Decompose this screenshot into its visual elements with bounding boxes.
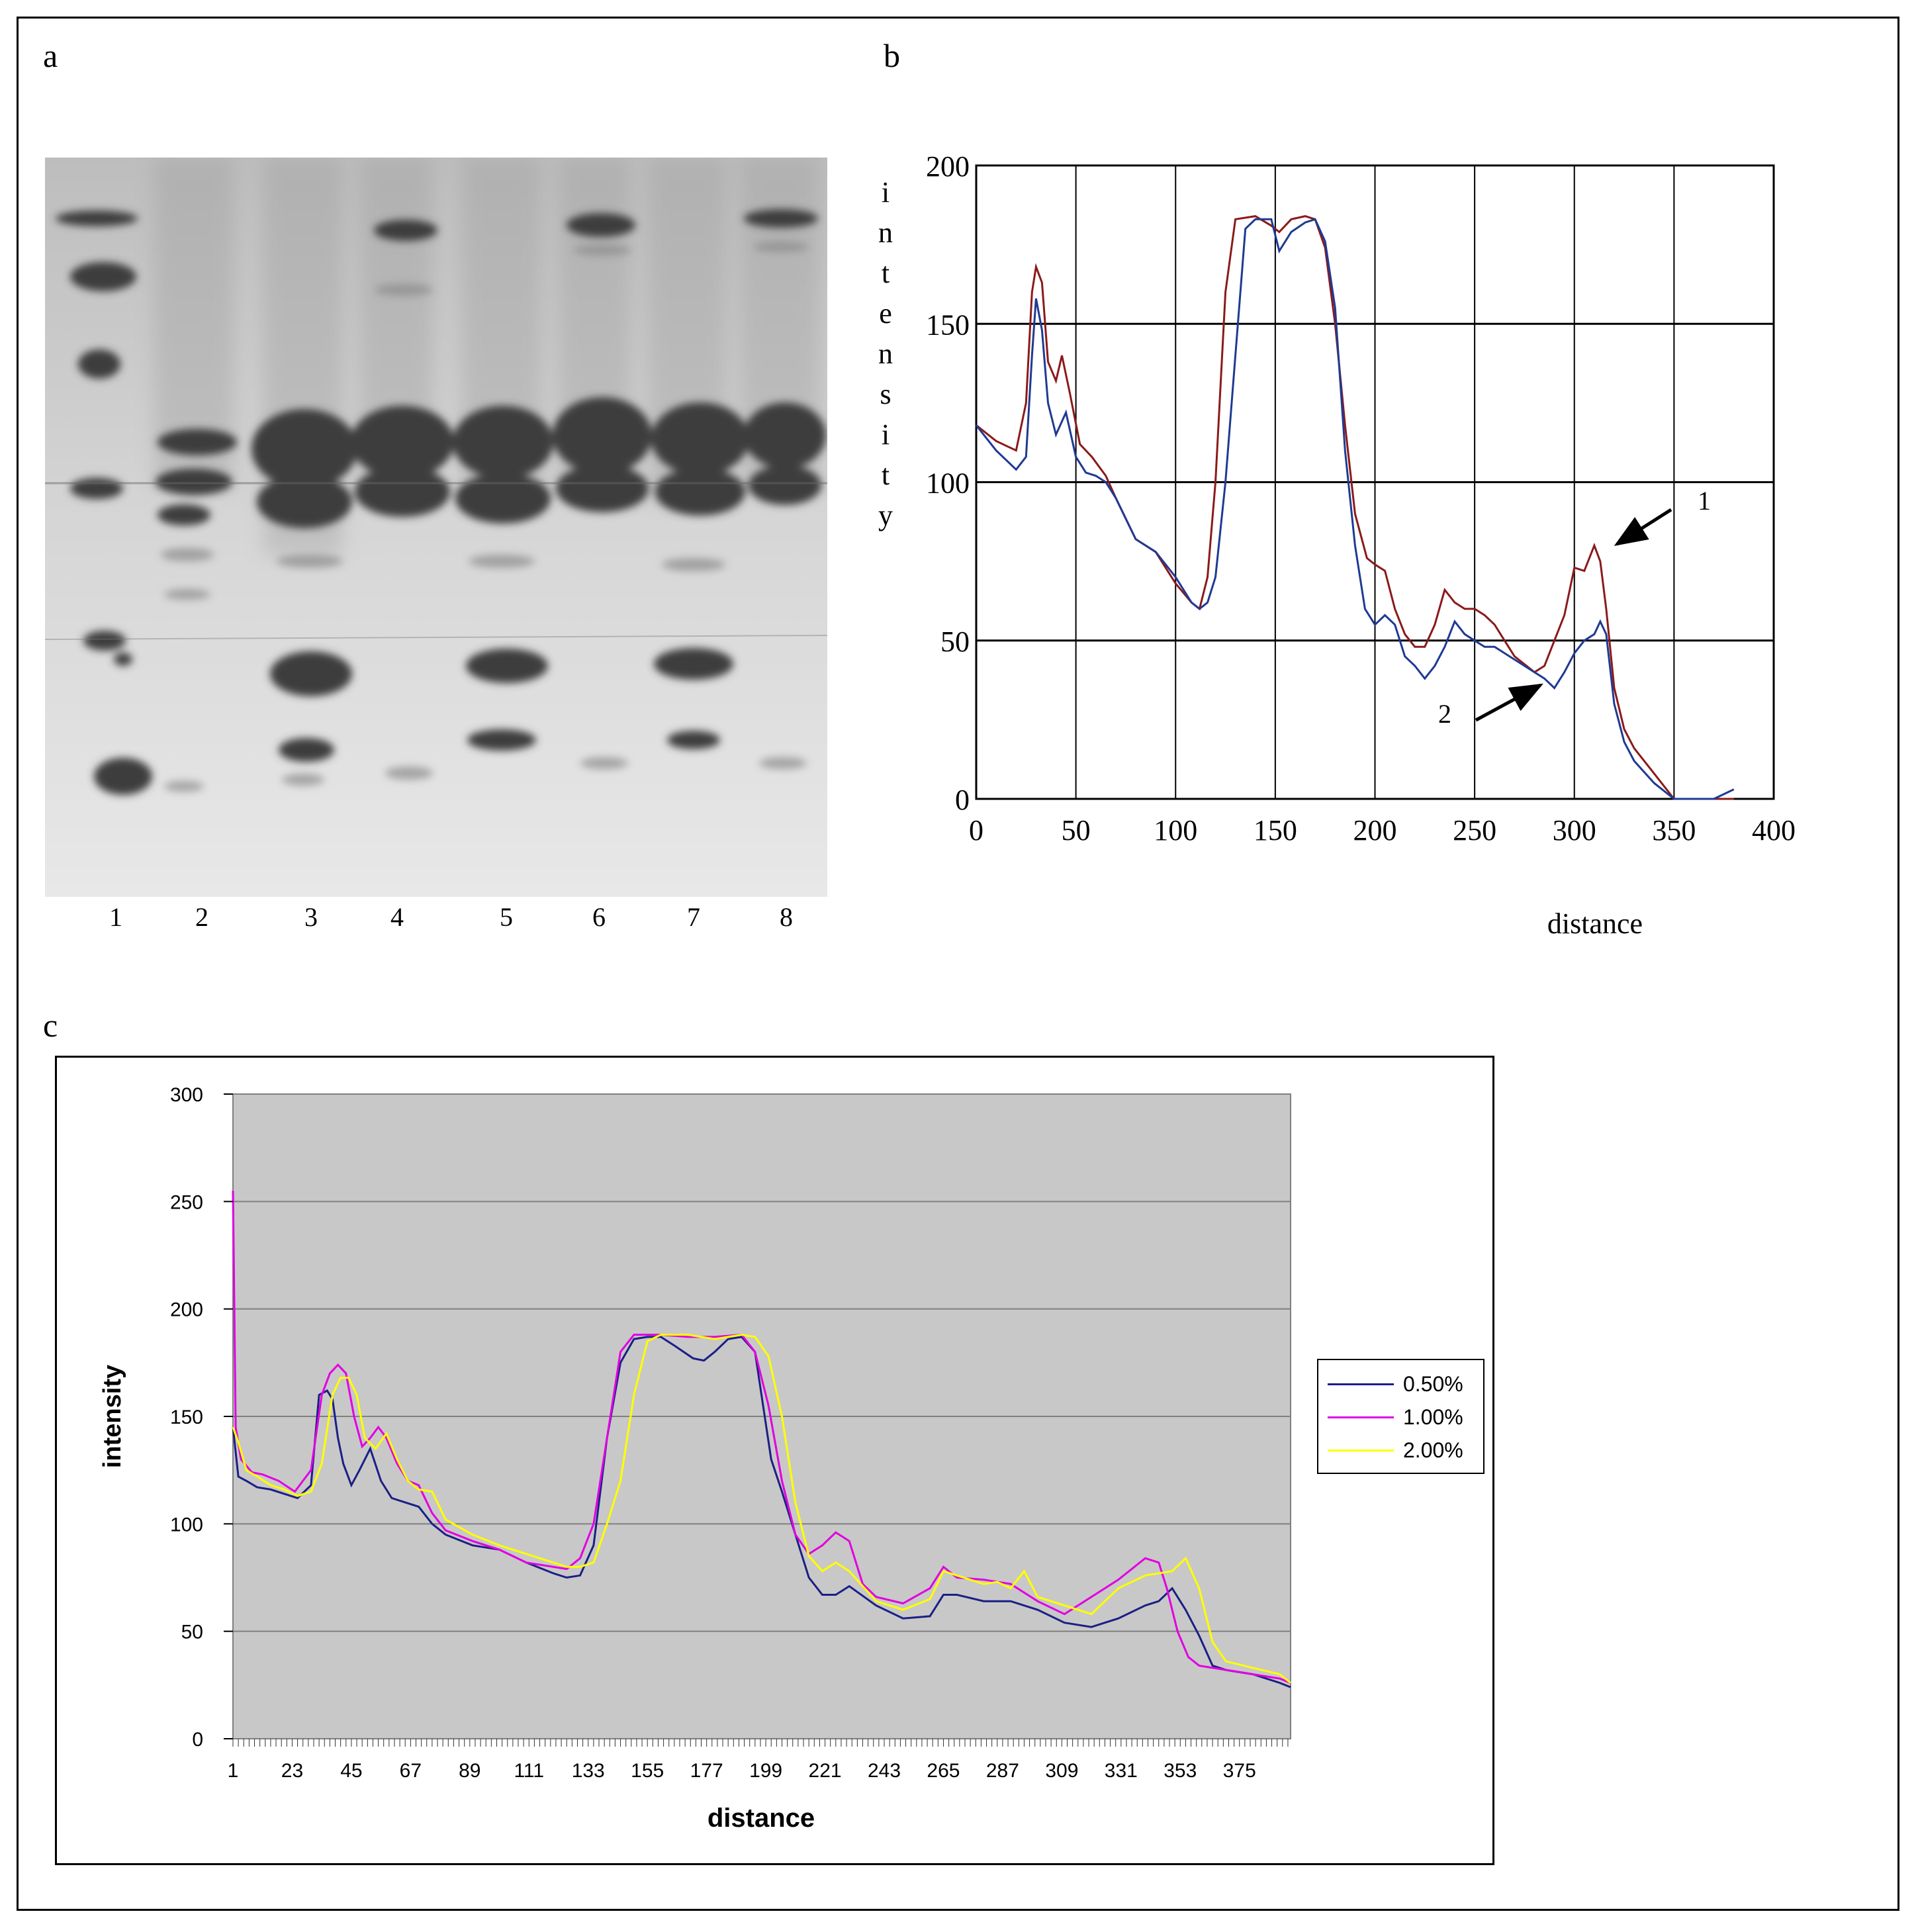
legend-item: 2.00% (1328, 1437, 1463, 1463)
panel-b-ytick: 50 (940, 625, 970, 658)
panel-c-ytick: 0 (192, 1729, 203, 1751)
panel-c-xtick: 353 (1164, 1760, 1197, 1782)
legend-line-050 (1328, 1383, 1394, 1385)
panel-c-ytick: 50 (181, 1622, 203, 1643)
panel-b-ylabel-letter: s (880, 378, 891, 410)
panel-b-ylabel-letter: n (878, 338, 893, 370)
panel-label-b: b (884, 37, 900, 74)
panel-b-ylabel-letter: n (878, 216, 893, 249)
panel-c-xtick: 331 (1105, 1760, 1138, 1782)
lane-label: 7 (687, 902, 700, 932)
panel-b-annotation-1: 1 (1698, 486, 1711, 516)
panel-b-ylabel-letter: y (878, 499, 893, 531)
panel-label-a: a (43, 37, 58, 74)
panel-b-ytick: 150 (926, 308, 970, 341)
panel-c-ytick: 100 (170, 1514, 203, 1536)
panel-c-xtick: 199 (749, 1760, 782, 1782)
panel-b-xtick: 200 (1353, 814, 1397, 847)
lane-label: 5 (500, 902, 513, 932)
panel-c-xlabel: distance (708, 1804, 815, 1833)
panel-c-ytick: 250 (170, 1191, 203, 1213)
panel-c-xtick: 89 (459, 1760, 480, 1782)
legend-item: 1.00% (1328, 1404, 1463, 1430)
panel-b-arrow-1 (1614, 508, 1672, 546)
panel-b-annotation-2: 2 (1438, 699, 1451, 729)
panel-b-xtick: 300 (1553, 814, 1596, 847)
gel-illustration (45, 158, 827, 897)
panel-b-series-1 (976, 215, 1734, 800)
legend-line-100 (1328, 1416, 1394, 1418)
panel-b-xtick: 50 (1062, 814, 1091, 847)
panel-b-xtick: 0 (969, 814, 983, 847)
panel-c-xtick: 221 (809, 1760, 842, 1782)
panel-b-xtick: 100 (1154, 814, 1197, 847)
panel-c-xtick: 1 (228, 1760, 239, 1782)
panel-c-ytick: 150 (170, 1406, 203, 1428)
panel-c-legend: 0.50% 1.00% 2.00% (1317, 1359, 1484, 1474)
panel-b-ytick: 200 (926, 150, 970, 183)
panel-b-ylabel-letter: e (879, 297, 892, 330)
panel-c-series-2.00% (232, 1334, 1291, 1684)
figure-frame (17, 17, 1899, 1911)
legend-label: 1.00% (1403, 1404, 1463, 1429)
panel-b-ylabel-letter: t (881, 459, 890, 491)
panel-b-xlabel: distance (1547, 907, 1643, 940)
panel-b-xtick: 350 (1652, 814, 1696, 847)
panel-c-ytick: 200 (170, 1299, 203, 1321)
lane-label: 4 (390, 902, 404, 932)
panel-b-xtick: 150 (1254, 814, 1297, 847)
panel-c-xtick: 265 (927, 1760, 960, 1782)
panel-b-series-2 (975, 218, 1735, 800)
panel-c-xtick: 309 (1045, 1760, 1078, 1782)
panel-c-xtick: 45 (340, 1760, 362, 1782)
panel-b-arrow-2 (1475, 683, 1543, 722)
lane-label: 3 (304, 902, 318, 932)
panel-c-xtick: 375 (1223, 1760, 1256, 1782)
panel-c-xtick: 133 (572, 1760, 605, 1782)
panel-b-ytick: 100 (926, 467, 970, 500)
panel-b-xtick: 250 (1453, 814, 1496, 847)
panel-c-xtick: 67 (400, 1760, 422, 1782)
lane-label: 1 (109, 902, 122, 932)
panel-b-ytick: 0 (955, 784, 970, 816)
panel-b-xtick: 400 (1752, 814, 1796, 847)
panel-label-c: c (43, 1007, 58, 1044)
legend-label: 2.00% (1403, 1438, 1463, 1462)
panel-c-xtick: 243 (868, 1760, 901, 1782)
panel-c-ylabel: intensity (99, 1365, 126, 1468)
gel-image (45, 158, 827, 897)
panel-c-xtick: 177 (690, 1760, 723, 1782)
legend-label: 0.50% (1403, 1371, 1463, 1396)
panel-c-xtick: 155 (631, 1760, 664, 1782)
panel-b-ylabel-letter: i (881, 176, 890, 208)
legend-item: 0.50% (1328, 1371, 1463, 1397)
lane-label: 8 (780, 902, 793, 932)
panel-c-xtick: 111 (514, 1760, 544, 1782)
lane-label: 6 (592, 902, 606, 932)
panel-c-series-0.50% (232, 1336, 1291, 1688)
panel-c-ytick: 300 (170, 1084, 203, 1106)
legend-line-200 (1328, 1449, 1394, 1451)
panel-b-ylabel-letter: i (881, 418, 890, 451)
panel-c-xtick: 23 (281, 1760, 303, 1782)
lane-label: 2 (195, 902, 208, 932)
panel-b-ylabel-letter: t (881, 257, 890, 289)
panel-c-xtick: 287 (986, 1760, 1019, 1782)
